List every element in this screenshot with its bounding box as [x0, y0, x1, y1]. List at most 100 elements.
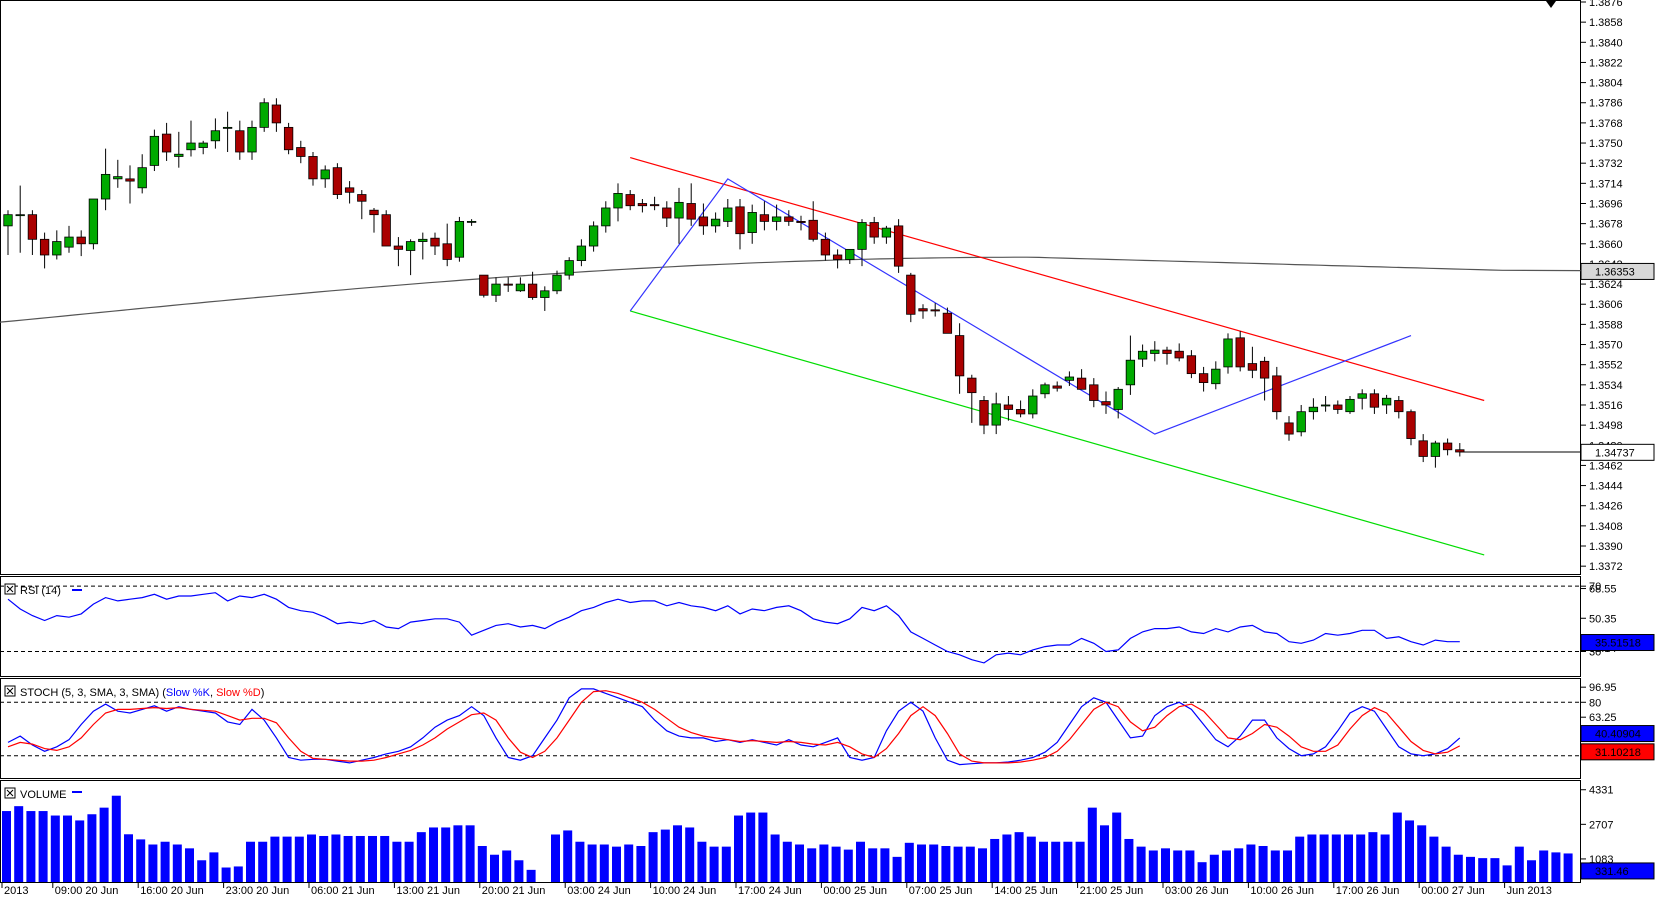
candle-body [381, 214, 391, 247]
candle [405, 239, 416, 276]
volume-bar [441, 827, 451, 882]
candle [1406, 409, 1416, 446]
candle-body [527, 283, 538, 298]
volume-bar [429, 827, 438, 882]
candle-body [332, 167, 343, 195]
candle-body [479, 274, 489, 296]
volume-bar [1356, 834, 1366, 882]
candle-body [296, 147, 306, 157]
candle-body [308, 156, 318, 180]
volume-title: VOLUME [4, 787, 82, 801]
candle-body [1333, 404, 1343, 410]
candle-body [1089, 384, 1099, 401]
volume-bar [721, 846, 731, 882]
candle-body [771, 216, 782, 222]
volume-bar [477, 845, 487, 882]
upper-trendline[interactable] [630, 157, 1485, 402]
volume-bar [1270, 850, 1280, 882]
price-tick-label-15: 1.3606 [1589, 299, 1623, 311]
price-tick-label-11: 1.3678 [1589, 219, 1623, 231]
lower-trendline[interactable] [630, 310, 1485, 556]
candle-body [3, 214, 13, 227]
candle [1430, 440, 1441, 468]
candle-body [796, 220, 806, 223]
candle [1137, 344, 1148, 367]
candle-body [503, 283, 513, 286]
scroll-marker-icon[interactable] [1546, 1, 1556, 8]
volume-tick-label-0: 4331 [1589, 785, 1613, 797]
candle [991, 392, 1001, 435]
candle [149, 129, 160, 172]
rsi-value-tag: 35.51518 [1580, 634, 1655, 652]
zigzag-line[interactable] [629, 178, 1412, 435]
candle [1320, 396, 1331, 412]
volume-bar [221, 867, 231, 882]
candle [320, 165, 330, 188]
candle [1052, 381, 1062, 392]
stoch-tick-label-0: 96.95 [1589, 682, 1617, 694]
volume-bar [1392, 812, 1402, 882]
time-tick-label-15: 10:00 26 Jun [1250, 885, 1314, 897]
volume-bar [587, 844, 597, 882]
volume-value-tag: 331.46 [1580, 862, 1655, 880]
candle-body [674, 201, 684, 219]
candle [686, 183, 696, 226]
candle [869, 216, 879, 244]
rsi-tick-label-1: 68.55 [1589, 584, 1617, 596]
volume-bar [1173, 850, 1183, 882]
candle [27, 210, 38, 255]
candle [174, 131, 184, 168]
price-tick-label-17: 1.3570 [1589, 340, 1623, 352]
volume-bar [990, 838, 1000, 882]
candle [100, 148, 111, 211]
volume-bar [1551, 852, 1561, 882]
stoch-d-tag: 31.10218 [1580, 743, 1655, 761]
candle [979, 396, 989, 435]
candle [198, 140, 208, 155]
stoch-k-tag: 40.40904 [1580, 725, 1655, 743]
candle-body [820, 238, 831, 256]
candle [1345, 396, 1355, 414]
candle-body [1308, 406, 1319, 413]
candle [186, 120, 196, 157]
candle [1015, 400, 1026, 418]
candle [113, 159, 123, 188]
volume-bar [1063, 841, 1073, 882]
volume-value-tag-box [1580, 862, 1655, 880]
rsi-panel-border [0, 576, 1581, 677]
candle-body [662, 207, 672, 219]
time-tick-label-5: 13:00 21 Jun [396, 885, 460, 897]
volume-bar [75, 820, 85, 882]
volume-bar [1136, 846, 1146, 882]
candle-body [906, 274, 916, 315]
volume-bar [624, 844, 634, 882]
volume-bar [1368, 832, 1378, 882]
volume-bar [929, 844, 939, 882]
candle [1003, 396, 1014, 421]
candle [1113, 387, 1123, 419]
time-tick-label-3: 23:00 20 Jun [226, 885, 290, 897]
volume-panel-border [0, 780, 1581, 883]
candle [332, 163, 343, 200]
rsi-line[interactable] [7, 592, 1460, 664]
candle-body [1137, 350, 1148, 360]
price-tick-label-24: 1.3444 [1589, 481, 1623, 493]
volume-bar [1148, 850, 1158, 882]
main-price-panel[interactable]: 1.3876 1.3858 1.3840 1.3822 1.3804 1.3786 1.37… [0, 0, 1655, 575]
stoch-d-name: Slow %D [216, 687, 261, 699]
stoch-d-line[interactable] [7, 690, 1461, 764]
rsi-value-tag-box [1580, 634, 1655, 652]
candle-body [515, 283, 526, 292]
volume-bar [453, 825, 463, 882]
candle [1211, 361, 1221, 390]
candle [710, 212, 721, 233]
candle [637, 199, 648, 213]
candle-body [1442, 442, 1453, 451]
volume-bar [795, 844, 804, 882]
price-value-tag-box [1580, 443, 1655, 461]
volume-bar [416, 832, 426, 882]
candle [3, 210, 13, 255]
